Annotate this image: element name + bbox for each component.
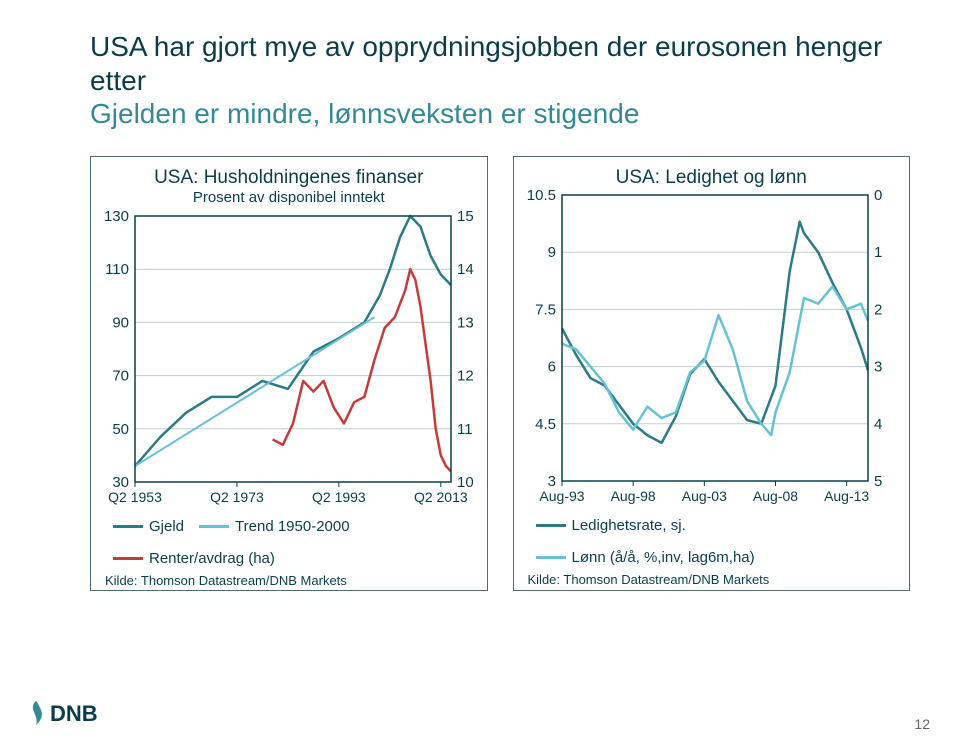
chart1-legend-label-1: Trend 1950-2000 — [235, 518, 350, 535]
slide-title-2: Gjelden er mindre, lønnsveksten er stige… — [90, 97, 910, 131]
svg-text:10.5: 10.5 — [526, 189, 555, 204]
svg-text:14: 14 — [457, 261, 474, 278]
svg-text:Aug-03: Aug-03 — [681, 488, 726, 504]
svg-text:Aug-98: Aug-98 — [610, 488, 655, 504]
svg-text:4: 4 — [874, 416, 882, 433]
svg-text:Q2 1953: Q2 1953 — [108, 489, 162, 505]
svg-text:15: 15 — [457, 210, 474, 225]
chart2-legend-wage: Lønn (å/å, %,inv, lag6m,ha) — [536, 549, 755, 566]
chart2-source: Kilde: Thomson Datastream/DNB Markets — [528, 572, 908, 587]
chart-unemp-wage: USA: Ledighet og lønn 34.567.5910.554321… — [513, 156, 911, 591]
chart-household-finance: USA: Husholdningenes finanser Prosent av… — [90, 156, 488, 591]
svg-text:Q2 1973: Q2 1973 — [210, 489, 264, 505]
svg-text:0: 0 — [874, 189, 882, 204]
chart1-title: USA: Husholdningenes finanser — [93, 167, 485, 189]
chart2-title: USA: Ledighet og lønn — [516, 167, 908, 189]
svg-text:12: 12 — [457, 367, 474, 384]
svg-text:110: 110 — [105, 261, 129, 278]
svg-text:1: 1 — [874, 244, 882, 261]
svg-text:DNB: DNB — [50, 701, 98, 726]
chart2-legend-unemp: Ledighetsrate, sj. — [536, 517, 686, 534]
charts-row: USA: Husholdningenes finanser Prosent av… — [90, 156, 910, 591]
slide-title-1: USA har gjort mye av opprydningsjobben d… — [90, 30, 910, 97]
chart1-legend-renter: Renter/avdrag (ha) — [113, 550, 275, 567]
chart1-plot: 30507090110130101112131415Q2 1953Q2 1973… — [93, 210, 483, 510]
svg-text:90: 90 — [112, 314, 129, 331]
svg-text:2: 2 — [874, 301, 882, 318]
svg-text:130: 130 — [104, 210, 129, 225]
chart1-legend: Gjeld Trend 1950-2000 Renter/avdrag (ha) — [113, 518, 485, 567]
dnb-logo: DNB — [30, 698, 120, 728]
chart1-legend-label-0: Gjeld — [149, 518, 184, 535]
svg-text:6: 6 — [547, 358, 555, 375]
chart2-plot: 34.567.5910.5543210Aug-93Aug-98Aug-03Aug… — [516, 189, 906, 509]
svg-text:Aug-93: Aug-93 — [539, 488, 584, 504]
chart1-legend-gjeld: Gjeld — [113, 518, 184, 535]
chart1-subtitle: Prosent av disponibel inntekt — [93, 189, 485, 206]
svg-text:Q2 1993: Q2 1993 — [312, 489, 366, 505]
chart1-legend-trend: Trend 1950-2000 — [199, 518, 350, 535]
svg-text:Aug-13: Aug-13 — [824, 488, 869, 504]
chart2-legend-label-1: Lønn (å/å, %,inv, lag6m,ha) — [572, 549, 755, 566]
svg-text:70: 70 — [112, 367, 129, 384]
chart2-legend: Ledighetsrate, sj. Lønn (å/å, %,inv, lag… — [536, 517, 908, 566]
svg-text:11: 11 — [457, 421, 473, 438]
svg-text:Aug-08: Aug-08 — [752, 488, 797, 504]
svg-text:5: 5 — [874, 473, 882, 490]
chart1-legend-label-2: Renter/avdrag (ha) — [149, 550, 275, 567]
chart2-legend-label-0: Ledighetsrate, sj. — [572, 517, 686, 534]
svg-text:3: 3 — [874, 358, 882, 375]
svg-text:7.5: 7.5 — [535, 301, 556, 318]
svg-text:13: 13 — [457, 314, 474, 331]
svg-text:9: 9 — [547, 244, 555, 261]
svg-text:Q2 2013: Q2 2013 — [414, 489, 468, 505]
svg-text:50: 50 — [112, 421, 129, 438]
chart1-source: Kilde: Thomson Datastream/DNB Markets — [105, 573, 485, 588]
svg-text:4.5: 4.5 — [535, 416, 556, 433]
page-number: 12 — [914, 716, 930, 732]
